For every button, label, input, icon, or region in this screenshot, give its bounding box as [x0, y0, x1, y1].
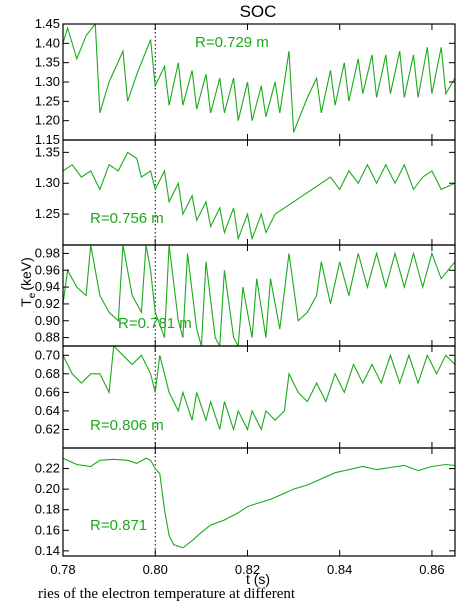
x-tick-label: 0.86	[419, 562, 444, 577]
x-axis-ticks: 0.78 0.80 0.82 0.84 0.86	[50, 562, 444, 577]
y-tick-label: 0.90	[35, 313, 60, 328]
panel-radius-label: R=0.871	[90, 517, 147, 534]
y-tick-label: 0.68	[35, 366, 60, 381]
panel-3: 0.88 0.90 0.92 0.94 0.96 0.98 R=0.781 m	[35, 244, 456, 347]
series-line-panel-4	[63, 346, 455, 432]
y-tick-label: 0.70	[35, 347, 60, 362]
series-line-panel-1	[63, 24, 455, 133]
y-axis-label-subscript: e	[27, 292, 38, 298]
panel-radius-label: R=0.756 m	[90, 210, 164, 227]
y-axis-label: Te (keV)	[18, 257, 38, 307]
y-tick-label: 1.45	[35, 16, 60, 31]
series-line-panel-5	[63, 457, 455, 549]
y-tick-label: 0.62	[35, 421, 60, 436]
y-tick-label: 0.64	[35, 403, 60, 418]
y-axis-label-symbol: T	[18, 298, 34, 307]
x-tick-label: 0.78	[50, 562, 75, 577]
y-tick-label: 0.22	[35, 461, 60, 476]
y-tick-label: 1.25	[35, 206, 60, 221]
x-axis-label: t (s)	[246, 571, 270, 587]
panel-5: 0.14 0.16 0.18 0.20 0.22 R=0.871	[35, 447, 456, 558]
chart-panels: 1.15 1.20 1.25 1.30 1.35 1.40 1.45 R=0.729 m 1.2…	[35, 16, 456, 558]
y-tick-label: 0.94	[35, 279, 60, 294]
panel-radius-label: R=0.729 m	[195, 34, 269, 51]
y-tick-label: 0.98	[35, 245, 60, 260]
x-tick-label: 0.82	[235, 562, 260, 577]
y-tick-label: 1.15	[35, 132, 60, 147]
chart-title: SOC	[240, 2, 277, 21]
panel-frame	[62, 139, 456, 246]
y-tick-label: 1.20	[35, 113, 60, 128]
panel-4: 0.62 0.64 0.66 0.68 0.70 R=0.806 m	[35, 345, 456, 449]
series-line-panel-2	[63, 151, 455, 241]
x-tick-label: 0.84	[327, 562, 352, 577]
x-tick-label: 0.80	[143, 562, 168, 577]
panel-1: 1.15 1.20 1.25 1.30 1.35 1.40 1.45 R=0.729 m	[35, 16, 456, 147]
panel-2: 1.25 1.30 1.35 R=0.756 m	[35, 139, 456, 246]
panel-radius-label: R=0.806 m	[90, 417, 164, 434]
y-tick-label: 1.30	[35, 175, 60, 190]
y-tick-label: 0.18	[35, 502, 60, 517]
y-tick-label: 1.30	[35, 74, 60, 89]
y-tick-label: 0.16	[35, 522, 60, 537]
y-tick-label: 0.96	[35, 262, 60, 277]
y-tick-label: 1.35	[35, 144, 60, 159]
panel-frame	[62, 447, 456, 557]
y-tick-label: 0.88	[35, 330, 60, 345]
figure-caption-fragment: ries of the electron temperature at diff…	[38, 586, 296, 602]
y-tick-label: 0.14	[35, 543, 60, 558]
y-tick-label: 0.20	[35, 481, 60, 496]
y-axis-label-unit: (keV)	[18, 257, 34, 290]
panel-radius-label: R=0.781 m	[118, 315, 192, 332]
y-tick-label: 0.92	[35, 296, 60, 311]
y-tick-label: 1.40	[35, 35, 60, 50]
y-tick-label: 0.66	[35, 384, 60, 399]
series-line-panel-3	[63, 245, 455, 346]
y-tick-label: 1.25	[35, 93, 60, 108]
y-tick-label: 1.35	[35, 55, 60, 70]
